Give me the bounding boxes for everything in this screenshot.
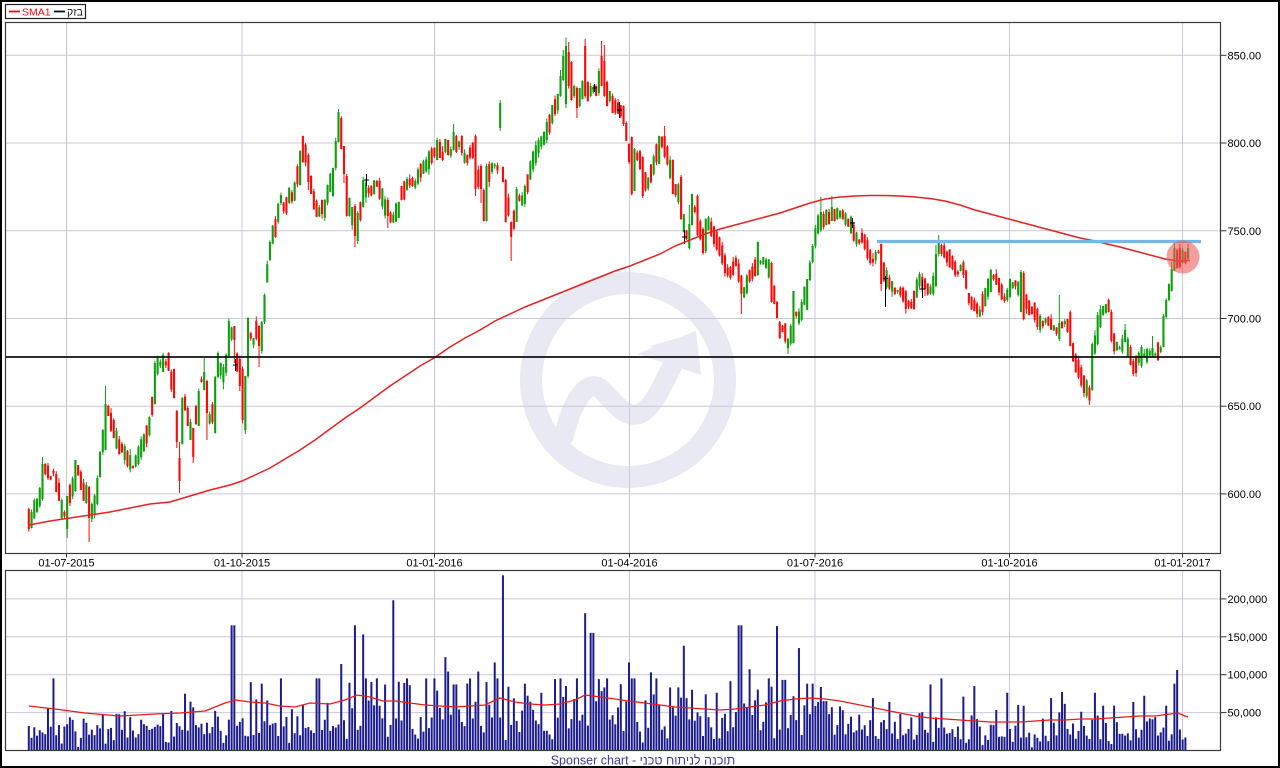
svg-text:SMA1: SMA1	[22, 7, 51, 19]
svg-text:700.00: 700.00	[1228, 314, 1262, 326]
svg-text:100,000: 100,000	[1228, 670, 1268, 682]
svg-text:01-10-2016: 01-10-2016	[981, 558, 1037, 570]
svg-text:750.00: 750.00	[1228, 226, 1262, 238]
svg-text:בזק: בזק	[67, 7, 83, 19]
svg-text:650.00: 650.00	[1228, 401, 1262, 413]
svg-text:01-01-2017: 01-01-2017	[1154, 558, 1210, 570]
svg-text:50,000: 50,000	[1228, 708, 1262, 720]
svg-text:850.00: 850.00	[1228, 50, 1262, 62]
svg-text:800.00: 800.00	[1228, 138, 1262, 150]
svg-text:Sponser chart - תוכנה לניתוח ט: Sponser chart - תוכנה לניתוח טכני	[551, 754, 736, 768]
svg-text:200,000: 200,000	[1228, 594, 1268, 606]
svg-text:600.00: 600.00	[1228, 489, 1262, 501]
svg-text:01-07-2016: 01-07-2016	[787, 558, 843, 570]
svg-text:150,000: 150,000	[1228, 632, 1268, 644]
svg-text:01-07-2015: 01-07-2015	[38, 558, 94, 570]
svg-text:01-04-2016: 01-04-2016	[601, 558, 657, 570]
svg-text:01-10-2015: 01-10-2015	[214, 558, 270, 570]
svg-text:01-01-2016: 01-01-2016	[406, 558, 462, 570]
